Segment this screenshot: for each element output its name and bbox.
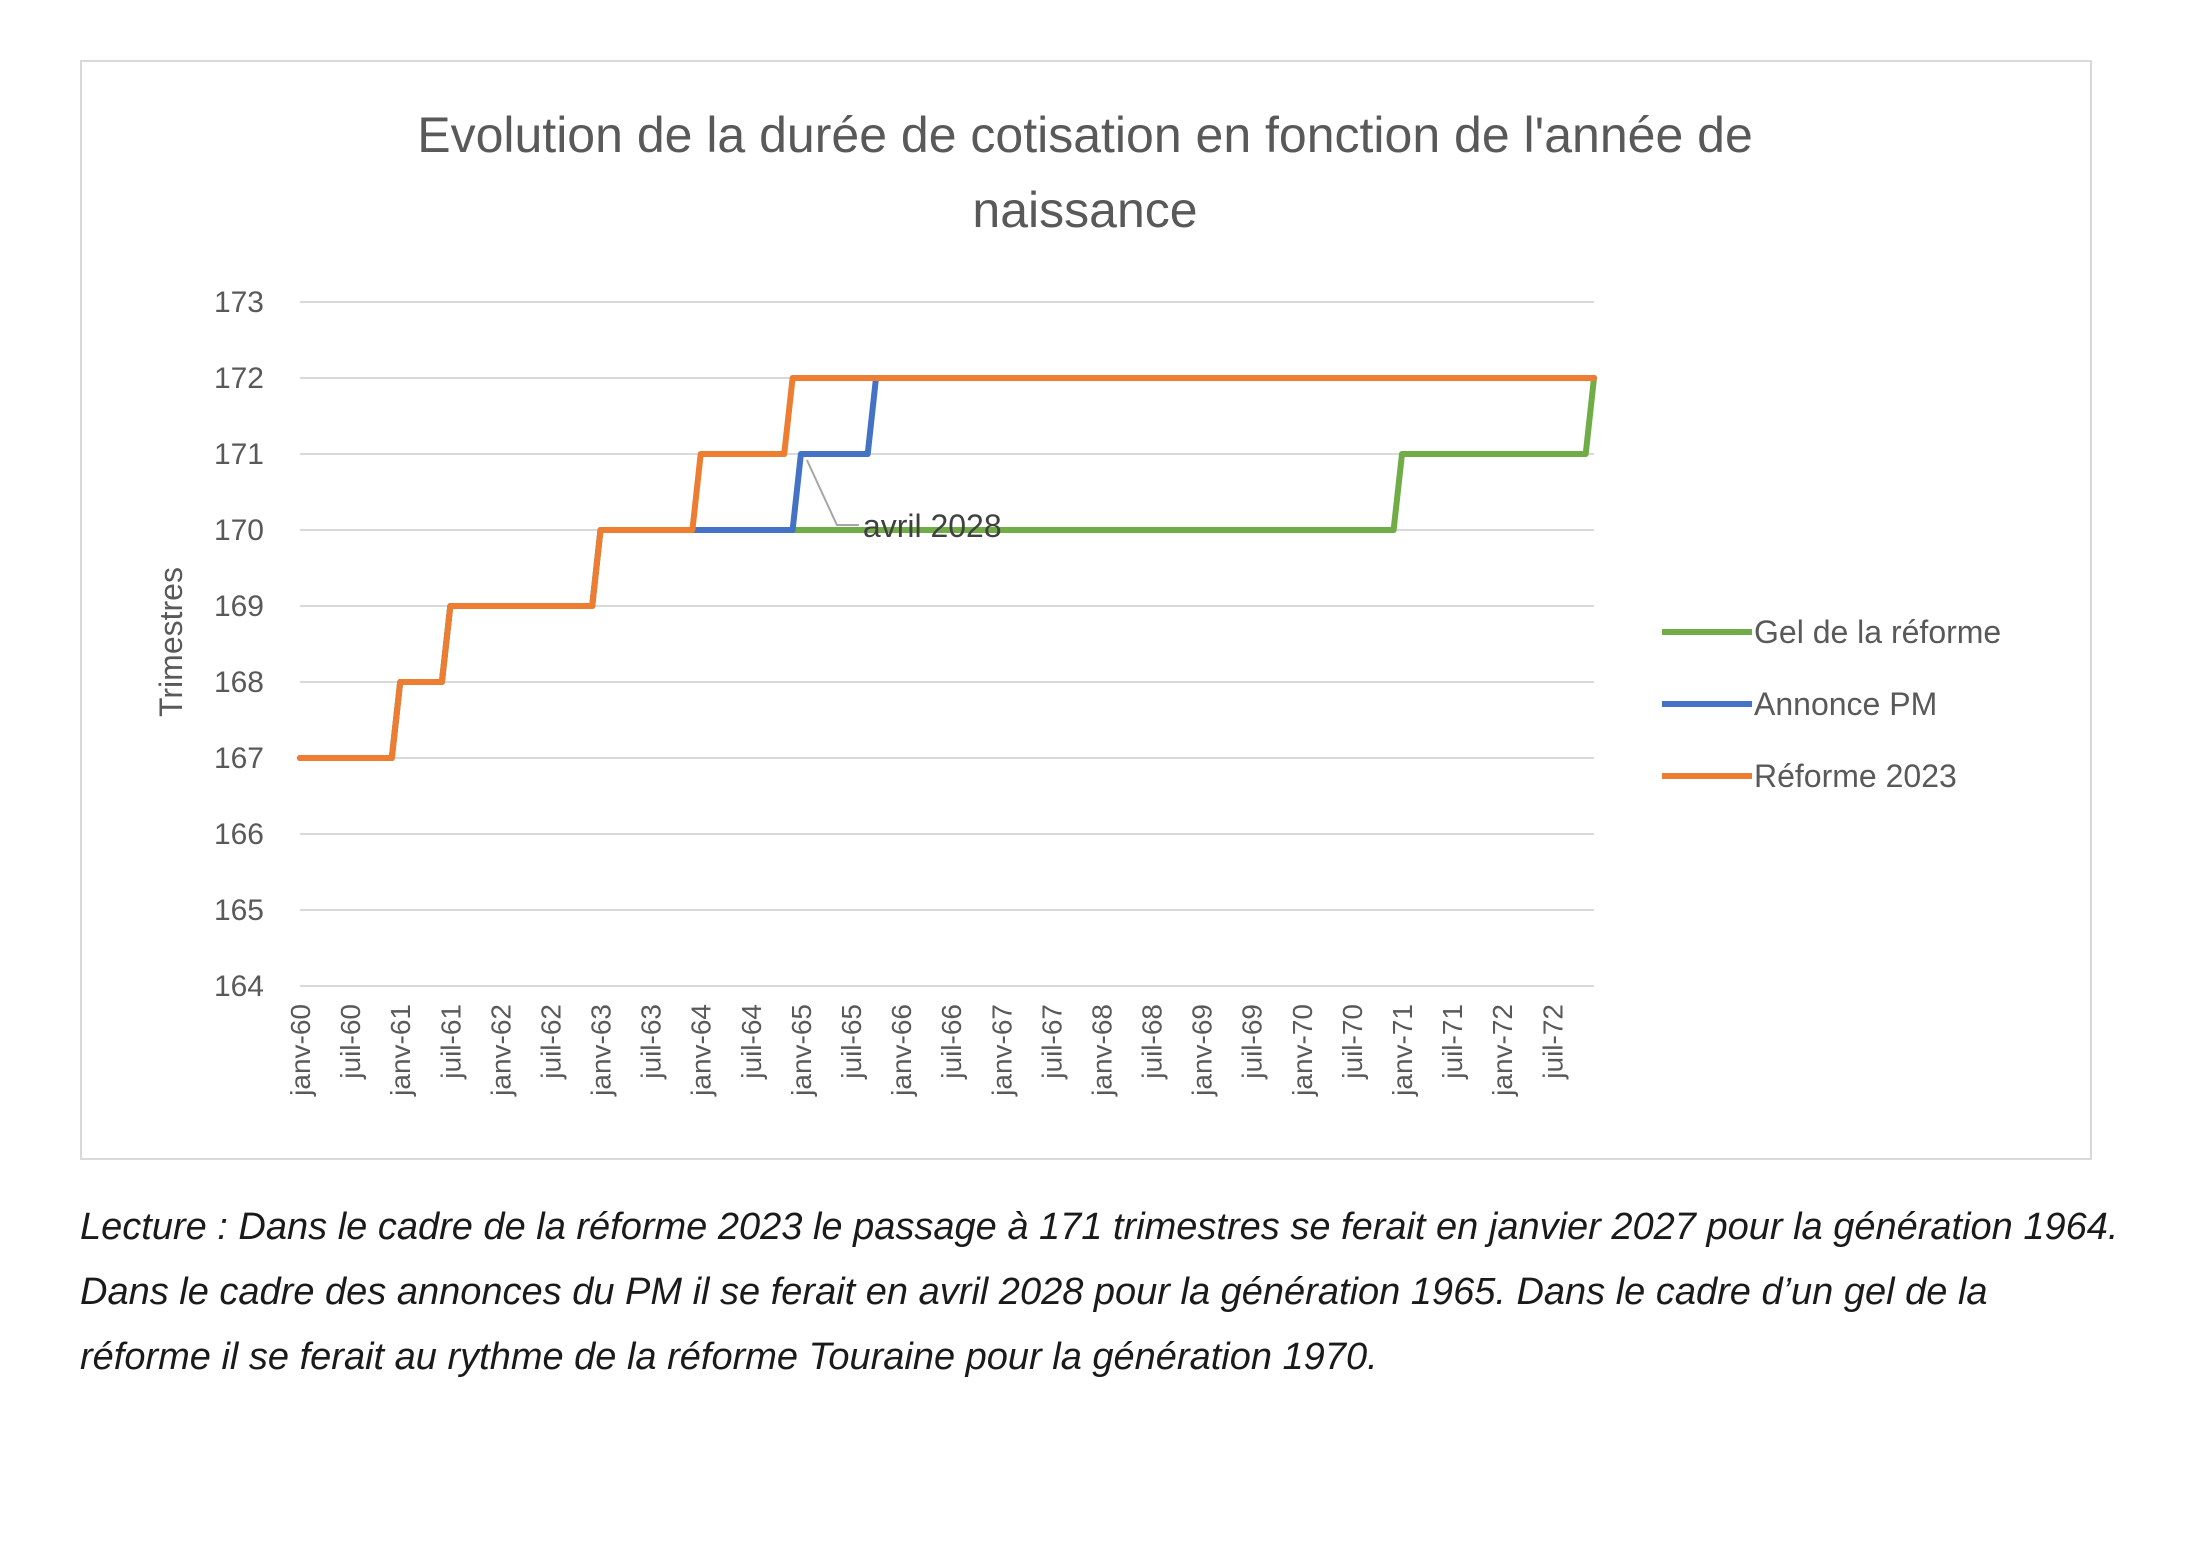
x-tick-label: janv-65 [786,1004,817,1097]
y-tick-label: 170 [214,514,264,547]
y-tick-label: 166 [214,818,264,851]
annotation-label: avril 2028 [863,508,1002,544]
legend-label-0: Gel de la réforme [1754,614,2001,650]
chart-title-line-1: Evolution de la durée de cotisation en f… [417,107,1753,163]
x-tick-label: juil-62 [535,1004,566,1080]
x-tick-label: juil-72 [1537,1004,1568,1080]
chart-title: Evolution de la durée de cotisation en f… [417,107,1753,238]
series-line-1 [297,375,1597,761]
x-tick-label: juil-61 [435,1004,466,1080]
x-tick-label: janv-71 [1387,1004,1418,1097]
x-tick-label: juil-67 [1036,1004,1067,1080]
series-line-2 [297,375,1597,761]
y-axis-title: Trimestres [153,567,189,717]
x-tick-label: janv-68 [1086,1004,1117,1097]
x-axis-ticks: janv-60 juil-60 janv-61 juil-61 janv-62 juil-… [285,1004,1568,1097]
chart-frame: Evolution de la durée de cotisation en f… [80,60,2092,1160]
x-tick-label: juil-66 [936,1004,967,1080]
series-lines [297,375,1597,761]
chart-title-line-2: naissance [972,182,1197,238]
x-tick-label: juil-69 [1237,1004,1268,1080]
y-tick-label: 168 [214,666,264,699]
x-tick-label: juil-63 [636,1004,667,1080]
x-tick-label: janv-67 [986,1004,1017,1097]
y-tick-label: 165 [214,894,264,927]
legend-label-1: Annonce PM [1754,686,1937,722]
x-tick-label: janv-66 [886,1004,917,1097]
annotation-leader-line [805,459,859,526]
series-line-0 [297,375,1597,761]
y-tick-label: 164 [214,970,264,1003]
x-tick-label: janv-70 [1287,1004,1318,1097]
x-tick-label: juil-71 [1437,1004,1468,1080]
y-tick-label: 167 [214,742,264,775]
gridlines [300,301,1594,987]
annotations: avril 2028 [805,459,1002,544]
x-tick-label: janv-61 [385,1004,416,1097]
legend: Gel de la réforme Annonce PM Réforme 2023 [1662,614,2001,794]
line-chart: Evolution de la durée de cotisation en f… [153,107,2001,1097]
x-tick-label: juil-64 [736,1004,767,1080]
y-tick-label: 169 [214,590,264,623]
x-tick-label: janv-62 [485,1004,516,1097]
caption-text: Lecture : Dans le cadre de la réforme 20… [80,1206,2119,1378]
x-tick-label: janv-60 [285,1004,316,1097]
y-tick-label: 172 [214,362,264,395]
y-tick-label: 171 [214,438,264,471]
x-tick-label: juil-68 [1137,1004,1168,1080]
x-tick-label: janv-69 [1187,1004,1218,1097]
x-tick-label: juil-70 [1337,1004,1368,1080]
y-axis-ticks: 164 165 166 167 168 169 170 171 172 173 [214,286,264,1003]
x-tick-label: juil-60 [335,1004,366,1080]
legend-label-2: Réforme 2023 [1754,758,1957,794]
x-tick-label: juil-65 [836,1004,867,1080]
x-tick-label: janv-64 [686,1004,717,1097]
x-tick-label: janv-63 [586,1004,617,1097]
x-tick-label: janv-72 [1487,1004,1518,1097]
y-tick-label: 173 [214,286,264,319]
